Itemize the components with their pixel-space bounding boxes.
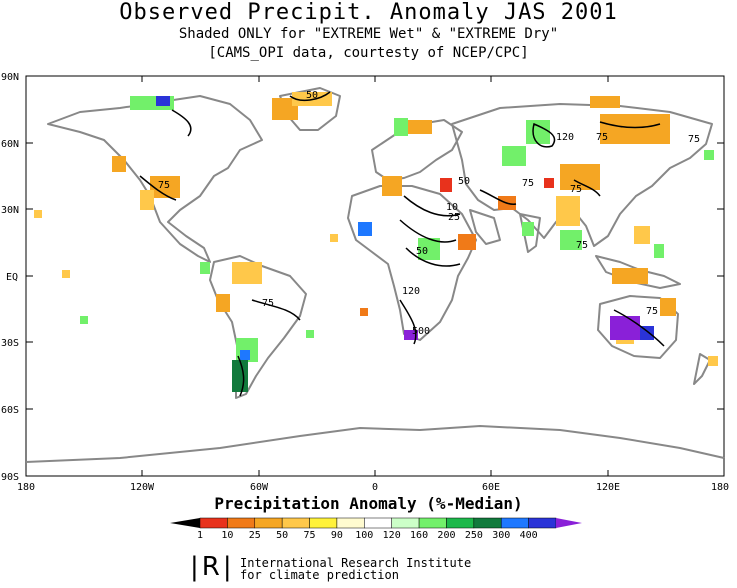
legend-swatch: [391, 517, 420, 529]
data-source-note: [CAMS_OPI data, courtesty of NCEP/CPC]: [208, 45, 529, 61]
legend-tick-label: 10: [221, 530, 233, 541]
legend-swatch: [336, 517, 365, 529]
lon-label: 120E: [596, 482, 620, 493]
legend-tick-label: 50: [276, 530, 288, 541]
legend-swatch: [473, 517, 502, 529]
lat-label: 90S: [1, 472, 19, 483]
map-subtitle: Shaded ONLY for "EXTREME Wet" & "EXTREME…: [178, 26, 559, 42]
contour-label: 50: [306, 90, 318, 101]
iri-org-name: International Research Institute for cli…: [240, 557, 471, 581]
legend-swatch: [199, 517, 228, 529]
legend-tick-label: 1: [197, 530, 203, 541]
legend-title: Precipitation Anomaly (%-Median): [214, 494, 523, 513]
legend-swatch: [281, 517, 310, 529]
contour-label: 50: [458, 176, 470, 187]
contour-label: 75: [596, 132, 608, 143]
legend-swatch: [254, 517, 283, 529]
legend-swatch: [364, 517, 392, 529]
longitude-labels: 180 120W 60W 0 60E 120E 180: [17, 482, 729, 493]
contour-label: 75: [576, 240, 588, 251]
contour-label: 75: [262, 298, 274, 309]
legend-tick-label: 75: [304, 530, 316, 541]
lat-label: 30N: [1, 205, 19, 216]
lon-label: 120W: [130, 482, 155, 493]
contour-label: 120: [402, 286, 420, 297]
legend-tick-labels: 1 10 25 50 75 90 100 120 160 200 250 300 400: [197, 530, 538, 541]
legend-swatch: [418, 517, 447, 529]
land-outlines: [25, 87, 725, 463]
legend-tick-label: 120: [383, 530, 401, 541]
lon-label: 60E: [482, 482, 500, 493]
legend-tick-label: 400: [520, 530, 538, 541]
contour-label: 75: [688, 134, 700, 145]
org-line-2: for climate prediction: [240, 568, 399, 582]
lon-label: 60W: [250, 482, 269, 493]
lon-label: 180: [17, 482, 35, 493]
contour-label: 75: [522, 178, 534, 189]
contour-label: 75: [646, 306, 658, 317]
lat-label: 60S: [1, 405, 19, 416]
legend-tick-label: 25: [249, 530, 261, 541]
longitude-axis: [141, 76, 609, 476]
legend-swatch: [500, 517, 529, 529]
lat-label: 90N: [1, 72, 19, 83]
contour-label: 25: [448, 212, 460, 223]
legend-tick-label: 300: [492, 530, 510, 541]
latitude-axis: [26, 142, 724, 410]
org-line-1: International Research Institute: [240, 556, 472, 570]
contour-label: 50: [416, 246, 428, 257]
map-title: Observed Precipit. Anomaly JAS 2001: [119, 0, 618, 25]
latitude-labels: 90N 60N 30N EQ 30S 60S 90S: [1, 72, 19, 483]
lon-label: 180: [711, 482, 729, 493]
lat-label: 60N: [1, 139, 19, 150]
contour-label: 10: [446, 202, 458, 213]
contour-labels: 50 120 75 75 75 50 10 25 75 75 75 50 120…: [158, 90, 700, 337]
lat-label: EQ: [6, 272, 18, 283]
lon-label: 0: [372, 482, 378, 493]
legend-tick-label: 160: [410, 530, 428, 541]
contour-label: 75: [570, 184, 582, 195]
legend-tick-label: 100: [355, 530, 373, 541]
legend-tick-label: 90: [331, 530, 343, 541]
legend-colorbar: [170, 517, 582, 529]
legend-arrow-low: [170, 518, 200, 528]
legend-swatch: [309, 517, 338, 529]
anomaly-contours: [139, 91, 665, 397]
legend-swatch: [227, 517, 256, 529]
legend-arrow-high: [556, 518, 582, 528]
iri-logo: |R|: [190, 552, 235, 582]
legend-tick-label: 200: [437, 530, 455, 541]
contour-label: 500: [412, 326, 430, 337]
contour-label: 120: [556, 132, 574, 143]
lat-label: 30S: [1, 338, 19, 349]
contour-label: 75: [158, 180, 170, 191]
legend-swatch: [528, 517, 557, 529]
legend-swatch: [446, 517, 475, 529]
legend-tick-label: 250: [465, 530, 483, 541]
